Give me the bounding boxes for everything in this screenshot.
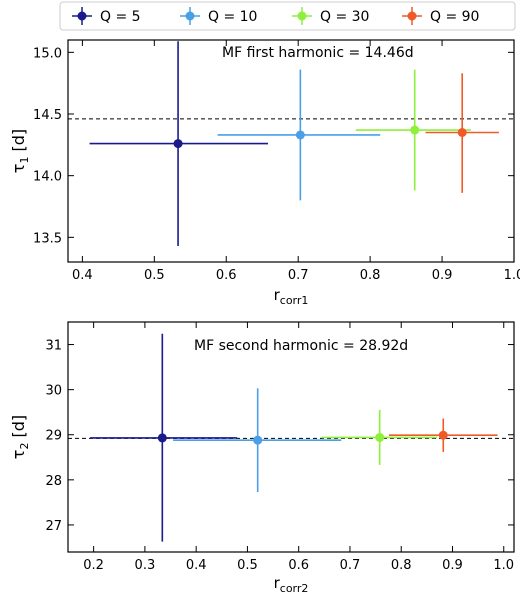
data-point-group — [425, 73, 499, 193]
y-axis-label-unit: [d] — [9, 415, 28, 443]
data-point-group — [173, 388, 342, 493]
x-tick-label: 0.4 — [186, 558, 207, 573]
y-axis-label-main: τ — [9, 164, 28, 174]
data-point-group — [321, 409, 438, 465]
y-axis-label-main: τ — [9, 450, 28, 460]
legend-entry: Q = 5 — [72, 7, 141, 25]
x-tick-label: 0.8 — [360, 268, 381, 283]
legend-swatch-marker — [77, 11, 87, 21]
x-tick-label: 0.6 — [216, 268, 237, 283]
legend-label: Q = 10 — [208, 9, 257, 25]
legend: Q = 5 Q = 10 Q = 30 Q = 90 — [59, 1, 516, 31]
data-point-marker — [157, 433, 167, 443]
legend-entry: Q = 30 — [292, 7, 369, 25]
legend-swatch-marker — [297, 11, 307, 21]
y-tick-label: 13.5 — [33, 231, 62, 246]
y-tick-label: 27 — [45, 519, 62, 534]
data-point-group — [217, 69, 381, 201]
legend-swatch-marker — [407, 11, 417, 21]
legend-box — [59, 1, 516, 31]
x-tick-label: 0.5 — [144, 268, 165, 283]
x-tick-label: 0.9 — [432, 268, 453, 283]
data-point-marker — [173, 139, 183, 149]
chart-panel-second-harmonic: 0.2 0.3 0.4 0.5 0.6 0.7 0.8 0.9 1.0 27 28 29 30 31 MF… — [9, 321, 515, 595]
legend-label: Q = 30 — [320, 9, 369, 25]
x-tick-label: 1.0 — [504, 268, 520, 283]
x-axis-label-main: r — [274, 574, 281, 592]
data-point-marker — [457, 128, 467, 137]
axis-ticks: 0.4 0.5 0.6 0.7 0.8 0.9 1.0 13.5 14.0 14.5 15.0 — [33, 40, 520, 283]
x-tick-label: 0.9 — [442, 558, 463, 573]
x-tick-label: 0.7 — [340, 558, 361, 573]
annotation-text: MF first harmonic = 14.46d — [222, 45, 414, 61]
data-marks — [90, 333, 498, 542]
data-point-marker — [410, 125, 420, 135]
y-axis-label: τ1 [d] — [9, 129, 31, 173]
axis-ticks: 0.2 0.3 0.4 0.5 0.6 0.7 0.8 0.9 1.0 27 28 29 30 31 — [45, 322, 514, 573]
x-axis-label-sub: corr2 — [280, 582, 309, 595]
x-axis-label: rcorr1 — [274, 286, 309, 307]
x-tick-label: 0.7 — [288, 268, 309, 283]
y-axis-label: τ2 [d] — [9, 415, 31, 459]
data-point-marker — [438, 430, 448, 440]
plot-area-frame — [67, 321, 515, 553]
y-tick-label: 15.0 — [33, 46, 62, 61]
y-tick-label: 30 — [45, 384, 62, 399]
legend-label: Q = 90 — [430, 9, 479, 25]
data-point-group — [355, 69, 471, 191]
legend-entry: Q = 10 — [180, 7, 257, 25]
x-tick-label: 1.0 — [493, 558, 514, 573]
data-point-group — [89, 41, 268, 246]
chart-panel-first-harmonic: 0.4 0.5 0.6 0.7 0.8 0.9 1.0 13.5 14.0 14.5 15.0 MF… — [9, 39, 520, 307]
data-point-marker — [375, 432, 385, 442]
legend-swatch-marker — [185, 11, 195, 21]
y-tick-label: 31 — [45, 339, 62, 354]
x-tick-label: 0.3 — [135, 558, 156, 573]
y-axis-label-sub: 1 — [18, 157, 31, 164]
y-tick-label: 14.0 — [33, 170, 62, 185]
y-tick-label: 14.5 — [33, 108, 62, 123]
data-marks — [89, 41, 499, 246]
data-point-group — [90, 333, 238, 542]
y-tick-label: 28 — [45, 474, 62, 489]
x-tick-label: 0.8 — [391, 558, 412, 573]
x-tick-label: 0.2 — [83, 558, 104, 573]
x-axis-label-main: r — [274, 286, 281, 304]
data-point-marker — [295, 130, 305, 140]
data-point-group — [388, 418, 498, 452]
x-tick-label: 0.6 — [288, 558, 309, 573]
x-tick-label: 0.5 — [237, 558, 258, 573]
x-tick-label: 0.4 — [72, 268, 93, 283]
y-axis-label-sub: 2 — [18, 443, 31, 450]
x-axis-label: rcorr2 — [274, 574, 309, 595]
x-axis-label-sub: corr1 — [280, 294, 309, 307]
data-point-marker — [253, 435, 263, 445]
legend-label: Q = 5 — [100, 9, 141, 25]
y-tick-label: 29 — [45, 429, 62, 444]
annotation-text: MF second harmonic = 28.92d — [194, 338, 408, 354]
y-axis-label-unit: [d] — [9, 129, 28, 157]
legend-entry: Q = 90 — [402, 7, 479, 25]
plot-area-frame — [67, 39, 515, 263]
